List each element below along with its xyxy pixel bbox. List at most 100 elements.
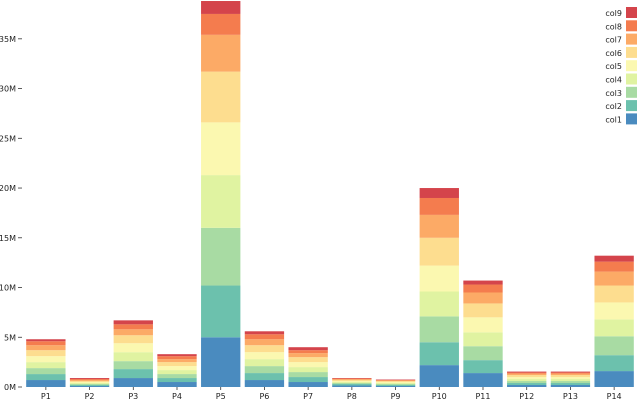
legend-label-col6: col6: [605, 49, 622, 58]
bar-segment-P12-col5: [507, 377, 547, 380]
x-tick-label-P6: P6: [259, 392, 269, 400]
bar-segment-P2-col2: [69, 385, 110, 387]
bar-segment-P6-col9: [244, 331, 285, 335]
bar-segment-P5-col5: [201, 122, 241, 176]
bar-segment-P14-col4: [594, 319, 634, 337]
bar-segment-P6-col7: [244, 339, 285, 346]
bar-segment-P4-col9: [157, 354, 197, 357]
bar-segment-P9-col3: [375, 384, 416, 386]
bar-segment-P7-col5: [288, 362, 328, 368]
bar-segment-P11-col3: [463, 346, 503, 361]
bar-segment-P12-col4: [507, 379, 547, 382]
bar-segment-P8-col5: [332, 381, 372, 383]
bar-segment-P2-col9: [69, 378, 110, 380]
legend-swatch-col4: [626, 73, 637, 85]
bar-segment-P14-col3: [594, 336, 634, 356]
bar-segment-P12-col6: [507, 375, 547, 378]
bar-segment-P5-col8: [201, 13, 241, 35]
bar-segment-P14-col7: [594, 271, 634, 286]
bar-segment-P13-col2: [550, 383, 591, 386]
x-tick-label-P8: P8: [347, 392, 357, 400]
bar-segment-P14-col9: [594, 255, 634, 262]
bar-segment-P3-col5: [113, 343, 153, 353]
bar-segment-P3-col8: [113, 324, 153, 330]
bar-segment-P3-col4: [113, 352, 153, 362]
bar-segment-P2-col3: [69, 384, 110, 386]
bar-segment-P12-col8: [507, 372, 547, 374]
bar-segment-P2-col8: [69, 379, 110, 381]
bar-segment-P4-col3: [157, 374, 197, 379]
bar-segment-P7-col1: [288, 382, 328, 387]
bar-segment-P6-col6: [244, 345, 285, 353]
bar-segment-P6-col8: [244, 334, 285, 340]
bar-segment-P3-col1: [113, 378, 153, 387]
bar-segment-P1-col8: [26, 341, 66, 346]
bar-segment-P1-col5: [26, 356, 66, 363]
bar-segment-P10-col4: [419, 291, 459, 317]
legend-swatch-col5: [626, 60, 637, 72]
bar-segment-P8-col7: [332, 379, 372, 381]
legend-label-col1: col1: [605, 115, 622, 124]
legend-label-col3: col3: [605, 89, 622, 98]
x-tick-label-P11: P11: [475, 392, 490, 400]
bar-segment-P9-col2: [375, 385, 416, 387]
bar-segment-P12-col9: [507, 371, 547, 373]
bar-segment-P10-col5: [419, 265, 459, 292]
bar-segment-P11-col5: [463, 317, 503, 333]
x-tick-label-P9: P9: [391, 392, 401, 400]
bar-segment-P8-col6: [332, 380, 372, 382]
legend-swatch-col8: [626, 20, 637, 32]
bar-segment-P9-col6: [375, 381, 416, 383]
bar-segment-P1-col6: [26, 350, 66, 357]
bar-segment-P8-col1: [332, 385, 372, 387]
bar-segment-P14-col1: [594, 371, 634, 387]
bar-segment-P11-col8: [463, 284, 503, 293]
legend-swatch-col2: [626, 100, 637, 112]
bar-segment-P4-col8: [157, 356, 197, 360]
bar-segment-P7-col7: [288, 353, 328, 358]
bar-segment-P2-col4: [69, 383, 110, 385]
x-tick-label-P1: P1: [41, 392, 51, 400]
bar-segment-P6-col5: [244, 352, 285, 360]
bar-segment-P4-col5: [157, 366, 197, 371]
legend-label-col7: col7: [605, 36, 622, 45]
bar-segment-P11-col2: [463, 360, 503, 374]
bar-segment-P4-col1: [157, 382, 197, 387]
bar-segment-P2-col1: [69, 386, 110, 387]
bar-segment-P6-col3: [244, 366, 285, 374]
bar-segment-P10-col3: [419, 316, 459, 343]
legend-swatch-col9: [626, 7, 637, 18]
y-tick-label-4: 20M: [0, 184, 16, 193]
bar-segment-P5-col3: [201, 227, 241, 286]
bar-segment-P8-col4: [332, 382, 372, 384]
bar-segment-P13-col9: [550, 371, 591, 373]
bar-segment-P6-col4: [244, 359, 285, 367]
bar-segment-P5-col9: [201, 1, 241, 14]
bar-segment-P4-col7: [157, 359, 197, 363]
legend-swatch-col6: [626, 46, 637, 58]
bar-segment-P11-col4: [463, 332, 503, 347]
bar-segment-P5-col1: [201, 337, 241, 387]
legend-label-col2: col2: [605, 102, 622, 111]
bar-segment-P7-col8: [288, 350, 328, 354]
bar-segment-P8-col3: [332, 383, 372, 385]
x-tick-label-P3: P3: [128, 392, 138, 400]
bar-segment-P12-col3: [507, 381, 547, 384]
bar-segment-P11-col9: [463, 280, 503, 285]
bar-segment-P1-col1: [26, 380, 66, 387]
bar-segment-P5-col4: [201, 175, 241, 228]
bar-segment-P1-col9: [26, 339, 66, 342]
legend-label-col5: col5: [605, 62, 622, 71]
bar-segment-P11-col6: [463, 303, 503, 318]
bar-segment-P10-col1: [419, 365, 459, 387]
legend-swatch-col3: [626, 86, 637, 98]
bar-segment-P3-col9: [113, 320, 153, 325]
bar-segment-P7-col3: [288, 372, 328, 378]
bar-segment-P3-col2: [113, 369, 153, 379]
bar-segment-P5-col2: [201, 285, 241, 338]
bar-segment-P2-col6: [69, 381, 110, 383]
bar-segment-P13-col4: [550, 379, 591, 382]
bar-segment-P9-col4: [375, 383, 416, 385]
x-tick-label-P2: P2: [85, 392, 95, 400]
bar-segment-P8-col2: [332, 384, 372, 386]
